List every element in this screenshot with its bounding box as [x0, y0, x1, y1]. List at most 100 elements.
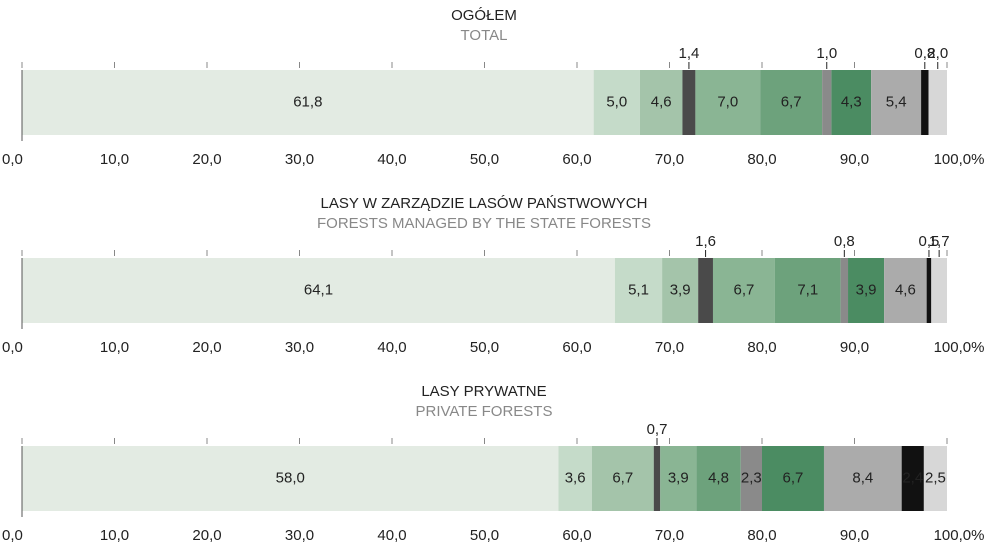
bar-segment — [901, 446, 924, 511]
x-tick-label: 20,0 — [192, 151, 221, 168]
x-tick-label: 80,0 — [747, 527, 776, 544]
bar-segment — [696, 446, 741, 511]
value-label: 58,0 — [276, 469, 305, 486]
x-tick-label: 30,0 — [285, 527, 314, 544]
x-tick-label: 80,0 — [747, 339, 776, 356]
bar-segment — [823, 446, 902, 511]
bar-segment — [660, 446, 697, 511]
value-label: 6,7 — [612, 469, 633, 486]
bar-segment — [22, 258, 615, 323]
value-label: 2,3 — [741, 469, 762, 486]
value-label: 4,8 — [708, 469, 729, 486]
bar-segment — [840, 258, 849, 323]
value-label: 3,6 — [565, 469, 586, 486]
value-label: 1,0 — [816, 45, 837, 62]
value-label: 7,1 — [797, 281, 818, 298]
value-label: 1,6 — [695, 233, 716, 250]
value-label: 5,4 — [886, 93, 907, 110]
x-tick-label: 90,0 — [840, 151, 869, 168]
bar-segment — [760, 70, 823, 135]
x-tick-label: 100,0% — [934, 151, 985, 168]
x-tick-label: 60,0 — [562, 151, 591, 168]
value-label: 64,1 — [304, 281, 333, 298]
value-label: 0,8 — [834, 233, 855, 250]
x-tick-label: 20,0 — [192, 339, 221, 356]
value-label: 3,9 — [670, 281, 691, 298]
bar-segment — [662, 258, 699, 323]
chart-title: LASY PRYWATNE — [421, 383, 546, 400]
bar-segment — [558, 446, 592, 511]
value-label: 5,0 — [606, 93, 627, 110]
x-tick-label: 0,0 — [2, 151, 23, 168]
bar-segment — [639, 70, 683, 135]
x-tick-label: 60,0 — [562, 339, 591, 356]
x-tick-label: 70,0 — [655, 151, 684, 168]
x-tick-label: 40,0 — [377, 151, 406, 168]
value-label: 4,6 — [895, 281, 916, 298]
bar-segment — [740, 446, 762, 511]
x-tick-label: 100,0% — [934, 339, 985, 356]
bar-segment — [822, 70, 832, 135]
chart-title: LASY W ZARZĄDZIE LASÓW PAŃSTWOWYCH — [321, 195, 648, 212]
chart-subtitle: TOTAL — [461, 27, 508, 44]
bar-segment — [831, 70, 872, 135]
value-label: 4,3 — [841, 93, 862, 110]
x-tick-label: 40,0 — [377, 527, 406, 544]
bar-segment — [848, 258, 885, 323]
x-tick-label: 10,0 — [100, 527, 129, 544]
bar-segment — [593, 70, 640, 135]
bar-segment — [931, 258, 947, 323]
chart-subtitle: FORESTS MANAGED BY THE STATE FORESTS — [317, 215, 651, 232]
value-label: 0,7 — [647, 421, 668, 438]
bar-segment — [22, 446, 559, 511]
x-tick-label: 50,0 — [470, 527, 499, 544]
bar-segment — [884, 258, 927, 323]
x-tick-label: 30,0 — [285, 339, 314, 356]
value-label: 0,8 — [914, 45, 935, 62]
value-label: 6,7 — [781, 93, 802, 110]
value-label: 4,6 — [651, 93, 672, 110]
x-tick-label: 0,0 — [2, 339, 23, 356]
x-tick-label: 40,0 — [377, 339, 406, 356]
x-tick-label: 50,0 — [470, 339, 499, 356]
x-tick-label: 100,0% — [934, 527, 985, 544]
x-tick-label: 30,0 — [285, 151, 314, 168]
x-tick-label: 60,0 — [562, 527, 591, 544]
bar-segment — [928, 70, 947, 135]
bar-segment — [682, 70, 696, 135]
bar-segment — [712, 258, 775, 323]
x-tick-label: 70,0 — [655, 527, 684, 544]
bar-segment — [614, 258, 663, 323]
bar-segment — [591, 446, 654, 511]
x-tick-label: 70,0 — [655, 339, 684, 356]
x-tick-label: 0,0 — [2, 527, 23, 544]
x-tick-label: 10,0 — [100, 339, 129, 356]
bar-segment — [698, 258, 713, 323]
bar-segment — [695, 70, 761, 135]
value-label: 2,0 — [927, 45, 948, 62]
bar-segment — [871, 70, 922, 135]
bar-segment — [653, 446, 661, 511]
value-label: 5,1 — [628, 281, 649, 298]
value-label: 6,7 — [783, 469, 804, 486]
value-label: 61,8 — [293, 93, 322, 110]
value-label: 2,5 — [925, 469, 946, 486]
bar-segment — [921, 70, 929, 135]
value-label: 1,4 — [678, 45, 699, 62]
x-tick-label: 90,0 — [840, 339, 869, 356]
bar-segment — [22, 70, 594, 135]
value-label: 7,0 — [717, 93, 738, 110]
value-label: 3,9 — [668, 469, 689, 486]
x-tick-label: 80,0 — [747, 151, 776, 168]
x-tick-label: 10,0 — [100, 151, 129, 168]
bar-segment — [923, 446, 947, 511]
chart-title: OGÓŁEM — [451, 7, 517, 24]
value-label: 0,5 — [919, 233, 940, 250]
value-label: 8,4 — [852, 469, 873, 486]
value-label: 2,4 — [902, 469, 923, 486]
bar-segment — [774, 258, 841, 323]
bar-segment — [926, 258, 932, 323]
bar-segment — [762, 446, 824, 511]
x-tick-label: 50,0 — [470, 151, 499, 168]
